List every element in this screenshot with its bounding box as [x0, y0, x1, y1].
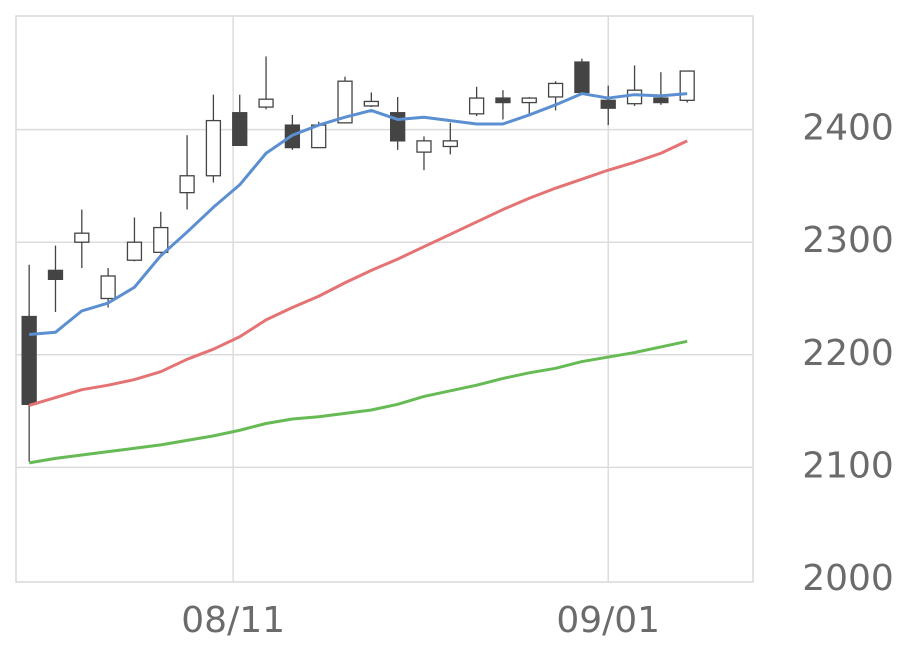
- plot-frame: [15, 15, 754, 583]
- candle-body: [679, 70, 695, 101]
- candle-body: [100, 275, 116, 300]
- candle-body: [153, 226, 169, 253]
- candle-body: [258, 98, 274, 108]
- candle-body: [468, 97, 485, 115]
- candle-body: [337, 80, 353, 124]
- candle-body: [416, 140, 432, 153]
- y-tick-label: 2100: [802, 445, 894, 486]
- x-tick-label: 08/11: [181, 600, 285, 641]
- candle-body: [600, 99, 616, 109]
- y-tick-label: 2400: [802, 108, 894, 149]
- candle-body: [363, 100, 379, 107]
- candle-body: [521, 97, 537, 104]
- candle-body: [47, 269, 64, 281]
- candle-body: [126, 241, 143, 261]
- x-tick-label: 09/01: [556, 600, 660, 641]
- y-tick-label: 2000: [802, 558, 894, 599]
- candle-body: [547, 82, 564, 98]
- y-tick-label: 2200: [802, 333, 894, 374]
- candle-body: [21, 315, 37, 405]
- ma-line: [29, 92, 688, 337]
- candle-body: [74, 232, 90, 243]
- candle-body: [653, 97, 669, 104]
- candle-body: [232, 112, 248, 147]
- candle-body: [442, 140, 458, 148]
- ma-line: [28, 339, 688, 465]
- y-tick-label: 2300: [802, 220, 894, 261]
- candle-body: [205, 119, 222, 177]
- candle-body: [179, 175, 195, 194]
- candle-body: [574, 61, 590, 94]
- candle-body: [626, 89, 643, 105]
- candle-body: [495, 97, 511, 104]
- ma-line: [28, 139, 688, 407]
